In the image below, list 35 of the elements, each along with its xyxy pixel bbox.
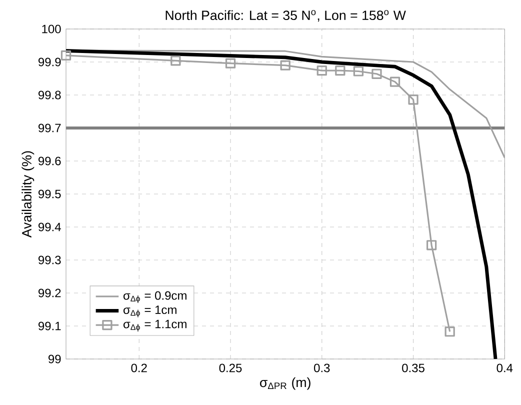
x-tick-label: 0.3 (314, 364, 330, 372)
x-tick-label: 0.25 (219, 364, 242, 372)
y-tick-label: 100 (42, 24, 61, 34)
point (372, 68, 382, 79)
y-tick-label: 99.6 (38, 156, 61, 166)
y-tick-label: 99.1 (38, 322, 61, 330)
legend-label: σ$_{Δϕ}$ = 1cm (123, 306, 176, 318)
y-tick-label: 99.8 (38, 90, 61, 100)
point (335, 66, 346, 76)
y-tick-label: 99.3 (38, 256, 61, 264)
chart-title: North Pacific: Lat = 35 N$^{o}$, Lon = 158$^{o}$ W (166, 10, 406, 22)
point (280, 60, 290, 70)
point (426, 240, 437, 250)
x-tick-label: 0.2 (131, 364, 147, 372)
line-series (66, 49, 498, 359)
point (390, 76, 400, 87)
x-tick-label: 0.4 (496, 364, 513, 372)
point (408, 94, 418, 105)
y-tick-label: 99 (48, 354, 61, 364)
x-tick-label: 0.35 (402, 364, 424, 372)
point (60, 50, 72, 60)
y-tick-label: 99.9 (38, 58, 61, 66)
legend-label: σ$_{Δϕ}$ = 0.9cm (123, 291, 186, 303)
y-tick-label: 99.4 (38, 222, 61, 232)
legend-label: σ$_{Δϕ}$ = 1.1cm (123, 320, 186, 332)
x-axis-title: σ$_{ΔPR}$ (m) (260, 377, 310, 390)
point (316, 66, 327, 76)
point (444, 326, 455, 337)
point (170, 56, 181, 66)
y-tick-label: 99.7 (38, 124, 61, 132)
y-tick-label: 99.2 (38, 288, 61, 298)
point (353, 66, 364, 76)
y-tick-label: 99.5 (38, 190, 61, 198)
y-axis-title: Availability (%) (22, 151, 34, 238)
point (225, 58, 236, 68)
